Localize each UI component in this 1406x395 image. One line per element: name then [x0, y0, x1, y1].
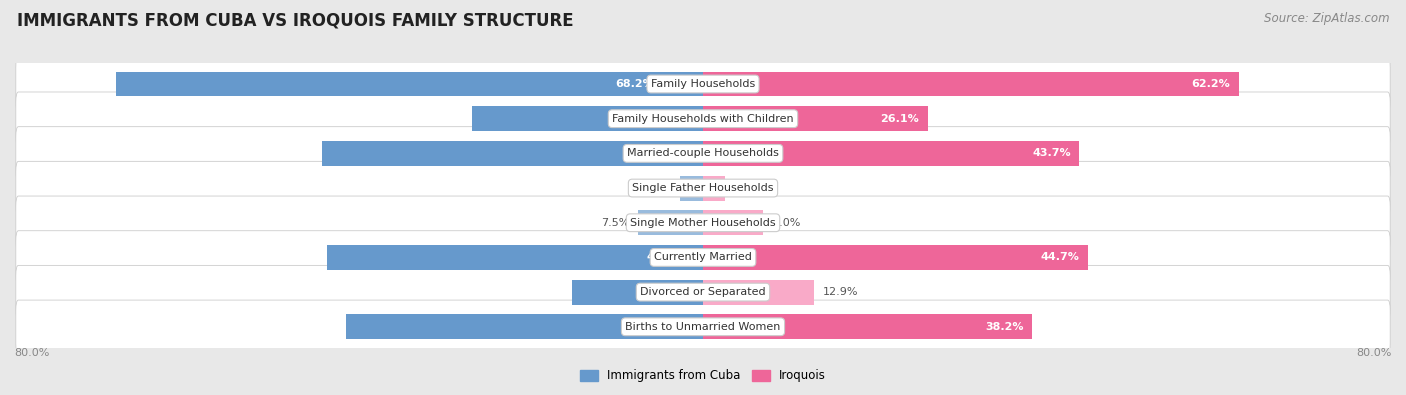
Text: Family Households: Family Households — [651, 79, 755, 89]
FancyBboxPatch shape — [15, 92, 1391, 145]
FancyBboxPatch shape — [15, 161, 1391, 215]
FancyBboxPatch shape — [15, 265, 1391, 319]
Text: 7.0%: 7.0% — [772, 218, 800, 228]
Bar — [703, 245, 1088, 270]
Text: 68.2%: 68.2% — [614, 79, 654, 89]
Text: 15.2%: 15.2% — [683, 287, 721, 297]
Bar — [472, 106, 703, 131]
Text: 2.7%: 2.7% — [643, 183, 671, 193]
Text: Family Households with Children: Family Households with Children — [612, 114, 794, 124]
Bar — [322, 141, 703, 166]
Text: IMMIGRANTS FROM CUBA VS IROQUOIS FAMILY STRUCTURE: IMMIGRANTS FROM CUBA VS IROQUOIS FAMILY … — [17, 12, 574, 30]
Text: Divorced or Separated: Divorced or Separated — [640, 287, 766, 297]
Text: 2.6%: 2.6% — [734, 183, 762, 193]
FancyBboxPatch shape — [15, 196, 1391, 250]
Bar — [115, 71, 703, 96]
Text: 41.5%: 41.5% — [650, 322, 688, 332]
FancyBboxPatch shape — [15, 57, 1391, 111]
Text: 12.9%: 12.9% — [823, 287, 858, 297]
Text: 80.0%: 80.0% — [14, 348, 49, 357]
Bar — [703, 210, 763, 235]
Text: 38.2%: 38.2% — [984, 322, 1024, 332]
Text: Single Mother Households: Single Mother Households — [630, 218, 776, 228]
Text: 26.8%: 26.8% — [668, 114, 707, 124]
Text: 43.7%: 43.7% — [647, 252, 685, 262]
Bar — [638, 210, 703, 235]
Bar — [703, 71, 1239, 96]
Text: 7.5%: 7.5% — [602, 218, 630, 228]
Bar — [703, 141, 1080, 166]
Text: 80.0%: 80.0% — [1357, 348, 1392, 357]
Bar — [703, 314, 1032, 339]
Text: Single Father Households: Single Father Households — [633, 183, 773, 193]
Bar — [679, 175, 703, 201]
FancyBboxPatch shape — [15, 231, 1391, 284]
Text: Source: ZipAtlas.com: Source: ZipAtlas.com — [1264, 12, 1389, 25]
Bar — [572, 280, 703, 305]
Text: Currently Married: Currently Married — [654, 252, 752, 262]
Text: 44.2%: 44.2% — [645, 149, 685, 158]
Text: Births to Unmarried Women: Births to Unmarried Women — [626, 322, 780, 332]
FancyBboxPatch shape — [15, 300, 1391, 354]
Text: Married-couple Households: Married-couple Households — [627, 149, 779, 158]
Text: 26.1%: 26.1% — [880, 114, 920, 124]
Bar — [703, 280, 814, 305]
Text: 44.7%: 44.7% — [1040, 252, 1080, 262]
Bar — [326, 245, 703, 270]
Legend: Immigrants from Cuba, Iroquois: Immigrants from Cuba, Iroquois — [575, 365, 831, 387]
Bar — [703, 106, 928, 131]
Text: 43.7%: 43.7% — [1032, 149, 1071, 158]
FancyBboxPatch shape — [15, 127, 1391, 180]
Text: 62.2%: 62.2% — [1191, 79, 1230, 89]
Bar — [703, 175, 725, 201]
Bar — [346, 314, 703, 339]
